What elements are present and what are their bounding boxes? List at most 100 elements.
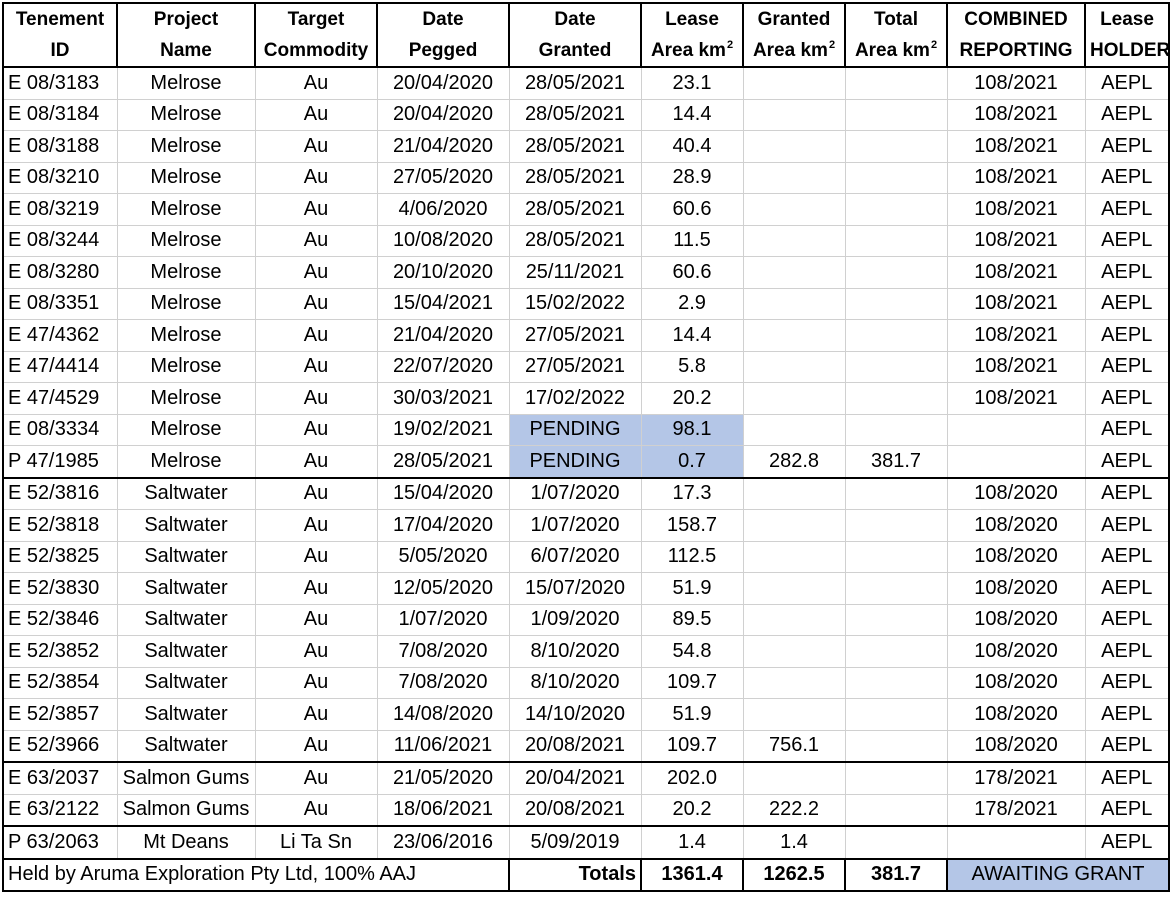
header-reporting: REPORTING — [946, 35, 1086, 68]
lease-area-total: 1361.4 — [640, 857, 744, 892]
target-commodity-cell: Au — [254, 161, 378, 194]
combined-reporting-cell: 108/2020 — [946, 572, 1086, 605]
lease-holder-cell: AEPL — [1084, 287, 1170, 320]
target-commodity-cell: Au — [254, 635, 378, 668]
unit-superscript: 2 — [828, 39, 836, 51]
granted-area-cell — [742, 66, 846, 100]
granted-area-cell — [742, 413, 846, 446]
date-pegged-cell: 10/08/2020 — [376, 224, 510, 257]
combined-reporting-cell: 108/2020 — [946, 477, 1086, 510]
combined-reporting-cell — [946, 825, 1086, 860]
header-row-bottom: ID Name Commodity Pegged Granted Area km… — [2, 35, 1170, 68]
date-pegged-cell: 11/06/2021 — [376, 729, 510, 763]
combined-reporting-cell: 108/2021 — [946, 224, 1086, 257]
lease-area-cell: 0.7 — [640, 445, 744, 479]
totals-label: Totals — [508, 857, 642, 892]
date-granted-cell: 27/05/2021 — [508, 319, 642, 352]
lease-area-cell: 60.6 — [640, 256, 744, 289]
date-pegged-cell: 18/06/2021 — [376, 793, 510, 827]
combined-reporting-cell: 108/2021 — [946, 193, 1086, 226]
header-name: Name — [116, 35, 256, 68]
header-lease-holder: Lease — [1084, 2, 1170, 35]
total-area-cell — [844, 350, 948, 383]
tenement-id-cell: P 63/2063 — [2, 825, 118, 860]
granted-area-cell — [742, 350, 846, 383]
lease-area-cell: 98.1 — [640, 413, 744, 446]
combined-reporting-cell: 108/2021 — [946, 382, 1086, 415]
date-pegged-cell: 21/04/2020 — [376, 130, 510, 163]
project-name-cell: Melrose — [116, 413, 256, 446]
unit-label: Area km — [650, 40, 726, 61]
header-date-granted: Date — [508, 2, 642, 35]
table-row: E 52/3830 Saltwater Au 12/05/2020 15/07/2020… — [2, 572, 1170, 605]
granted-area-cell: 222.2 — [742, 793, 846, 827]
footer-row: Held by Aruma Exploration Pty Ltd, 100% … — [2, 857, 1170, 892]
combined-reporting-cell: 178/2021 — [946, 761, 1086, 795]
target-commodity-cell: Au — [254, 603, 378, 636]
date-granted-cell: 25/11/2021 — [508, 256, 642, 289]
lease-area-cell: 202.0 — [640, 761, 744, 795]
lease-area-cell: 51.9 — [640, 572, 744, 605]
lease-area-cell: 40.4 — [640, 130, 744, 163]
lease-area-cell: 109.7 — [640, 666, 744, 699]
date-granted-cell: 28/05/2021 — [508, 224, 642, 257]
total-area-cell — [844, 382, 948, 415]
target-commodity-cell: Au — [254, 287, 378, 320]
total-area-cell — [844, 319, 948, 352]
granted-area-cell — [742, 509, 846, 542]
date-pegged-cell: 14/08/2020 — [376, 698, 510, 731]
tenement-id-cell: E 52/3852 — [2, 635, 118, 668]
date-granted-cell: 1/07/2020 — [508, 477, 642, 510]
combined-reporting-cell: 108/2021 — [946, 130, 1086, 163]
total-area-cell — [844, 477, 948, 510]
footer-note: Held by Aruma Exploration Pty Ltd, 100% … — [2, 857, 510, 892]
granted-area-total: 1262.5 — [742, 857, 846, 892]
project-name-cell: Melrose — [116, 193, 256, 226]
table-row: E 08/3210 Melrose Au 27/05/2020 28/05/2021 28… — [2, 161, 1170, 194]
granted-area-cell — [742, 382, 846, 415]
lease-area-cell: 23.1 — [640, 66, 744, 100]
combined-reporting-cell: 108/2020 — [946, 666, 1086, 699]
table-row: E 08/3188 Melrose Au 21/04/2020 28/05/2021 40… — [2, 130, 1170, 163]
project-name-cell: Melrose — [116, 319, 256, 352]
table-row: P 63/2063 Mt Deans Li Ta Sn 23/06/2016 5/09/… — [2, 825, 1170, 860]
date-granted-cell: 28/05/2021 — [508, 98, 642, 131]
project-name-cell: Saltwater — [116, 509, 256, 542]
total-area-cell — [844, 193, 948, 226]
tenement-id-cell: E 52/3854 — [2, 666, 118, 699]
date-pegged-cell: 5/05/2020 — [376, 540, 510, 573]
date-granted-cell: 15/07/2020 — [508, 572, 642, 605]
target-commodity-cell: Au — [254, 98, 378, 131]
tenement-id-cell: E 08/3334 — [2, 413, 118, 446]
project-name-cell: Saltwater — [116, 729, 256, 763]
date-granted-cell: 1/07/2020 — [508, 509, 642, 542]
lease-area-cell: 2.9 — [640, 287, 744, 320]
combined-reporting-cell: 108/2021 — [946, 319, 1086, 352]
header-holder: HOLDER — [1084, 35, 1170, 68]
target-commodity-cell: Au — [254, 319, 378, 352]
date-granted-cell: 20/08/2021 — [508, 793, 642, 827]
table-row: E 08/3184 Melrose Au 20/04/2020 28/05/2021 14… — [2, 98, 1170, 131]
date-pegged-cell: 1/07/2020 — [376, 603, 510, 636]
date-pegged-cell: 21/04/2020 — [376, 319, 510, 352]
lease-holder-cell: AEPL — [1084, 66, 1170, 100]
project-name-cell: Saltwater — [116, 698, 256, 731]
granted-area-cell — [742, 319, 846, 352]
date-granted-cell: 20/04/2021 — [508, 761, 642, 795]
tenement-id-cell: E 08/3210 — [2, 161, 118, 194]
granted-area-cell — [742, 540, 846, 573]
date-granted-cell: 8/10/2020 — [508, 666, 642, 699]
date-granted-cell: 28/05/2021 — [508, 193, 642, 226]
target-commodity-cell: Au — [254, 66, 378, 100]
lease-area-cell: 158.7 — [640, 509, 744, 542]
project-name-cell: Melrose — [116, 66, 256, 100]
total-area-cell — [844, 698, 948, 731]
tenement-id-cell: E 47/4414 — [2, 350, 118, 383]
granted-area-cell — [742, 666, 846, 699]
date-granted-cell: 8/10/2020 — [508, 635, 642, 668]
date-pegged-cell: 19/02/2021 — [376, 413, 510, 446]
date-granted-cell: 15/02/2022 — [508, 287, 642, 320]
lease-holder-cell: AEPL — [1084, 540, 1170, 573]
total-area-cell — [844, 130, 948, 163]
